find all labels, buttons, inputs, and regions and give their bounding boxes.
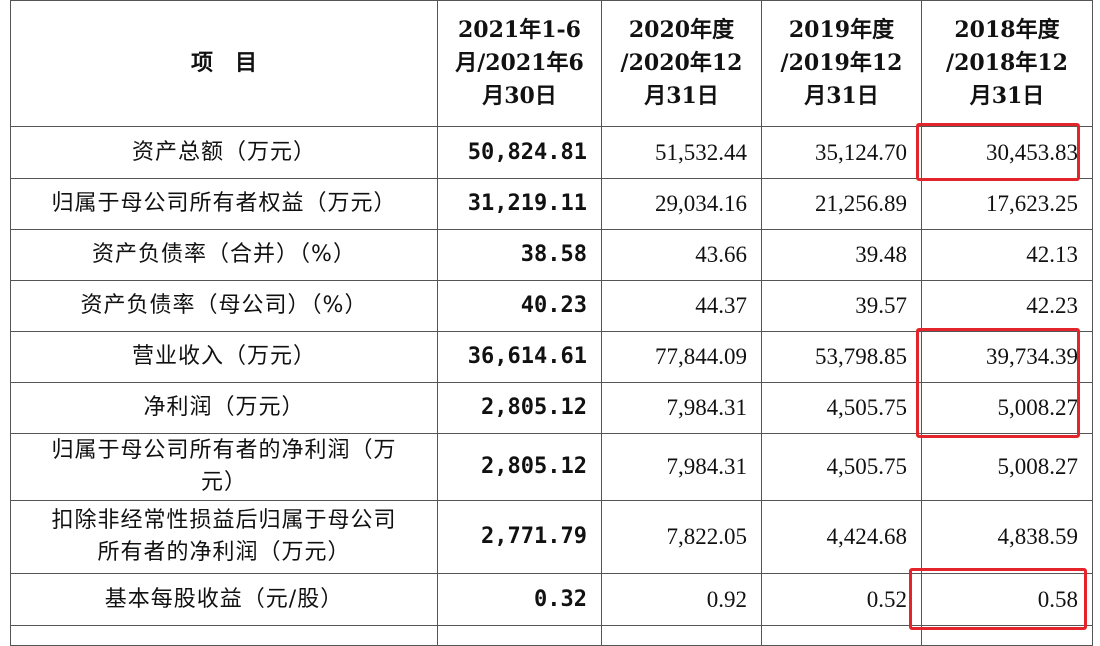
cell-value: 53,798.85: [761, 331, 922, 383]
cell-value: 30,453.83: [921, 126, 1093, 179]
financial-table-container: 项 目 2021年1-6 月/2021年6 月30日 2020年度 /2020年…: [10, 0, 1093, 646]
empty-cell: [761, 625, 922, 646]
table-row: 净利润（万元） 2,805.12 7,984.31 4,505.75 5,008…: [10, 382, 1093, 434]
cell-value: 29,034.16: [601, 178, 762, 230]
cell-value: 4,505.75: [761, 433, 922, 501]
cell-value: 7,984.31: [601, 433, 762, 501]
header-text: 月31日: [644, 83, 719, 109]
header-text: 月/2021年6: [455, 50, 584, 76]
header-period-2018: 2018年度 /2018年12 月31日: [921, 0, 1093, 127]
empty-cell: [601, 625, 762, 646]
cell-value: 51,532.44: [601, 126, 762, 179]
header-row: 项 目 2021年1-6 月/2021年6 月30日 2020年度 /2020年…: [10, 0, 1093, 127]
cell-value: 39,734.39: [921, 331, 1093, 383]
cell-value: 43.66: [601, 229, 762, 281]
cell-value: 21,256.89: [761, 178, 922, 230]
empty-cell: [10, 625, 438, 646]
header-period-2019: 2019年度 /2019年12 月31日: [761, 0, 922, 127]
header-text: 2018年度: [954, 17, 1060, 43]
cell-value: 7,822.05: [601, 500, 762, 574]
cell-value: 50,824.81: [437, 126, 602, 179]
row-label: 资产负债率（母公司）（%）: [10, 280, 438, 332]
cell-value: 5,008.27: [921, 433, 1093, 501]
table-row: 归属于母公司所有者的净利润（万 元） 2,805.12 7,984.31 4,5…: [10, 433, 1093, 501]
cell-value: 39.57: [761, 280, 922, 332]
table-row: 资产负债率（合并）（%） 38.58 43.66 39.48 42.13: [10, 229, 1093, 281]
header-text: 月31日: [969, 83, 1045, 109]
empty-cell: [437, 625, 602, 646]
table-row: 扣除非经常性损益后归属于母公司 所有者的净利润（万元） 2,771.79 7,8…: [10, 500, 1093, 574]
cell-value: 4,424.68: [761, 500, 922, 574]
cell-value: 2,805.12: [437, 382, 602, 434]
table-row: 营业收入（万元） 36,614.61 77,844.09 53,798.85 3…: [10, 331, 1093, 383]
cell-value: 0.92: [601, 573, 762, 626]
row-label-line: 归属于母公司所有者的净利润（万: [51, 438, 397, 463]
cell-value: 7,984.31: [601, 382, 762, 434]
row-label: 归属于母公司所有者的净利润（万 元）: [10, 433, 438, 501]
header-text: /2018年12: [946, 50, 1068, 76]
cell-value: 0.52: [761, 573, 922, 626]
header-item: 项 目: [10, 0, 438, 127]
table-row-partial: [10, 625, 1093, 646]
header-text: /2020年12: [620, 50, 743, 76]
row-label: 营业收入（万元）: [10, 331, 438, 383]
table-row: 资产负债率（母公司）（%） 40.23 44.37 39.57 42.23: [10, 280, 1093, 332]
row-label: 净利润（万元）: [10, 382, 438, 434]
cell-value: 77,844.09: [601, 331, 762, 383]
cell-value: 36,614.61: [437, 331, 602, 383]
header-text: 2021年1-6: [458, 17, 581, 43]
row-label: 归属于母公司所有者权益（万元）: [10, 178, 438, 230]
cell-value: 0.32: [437, 573, 602, 626]
cell-value: 4,505.75: [761, 382, 922, 434]
header-text: /2019年12: [780, 50, 903, 76]
header-text: 月30日: [482, 83, 557, 109]
cell-value: 4,838.59: [921, 500, 1093, 574]
cell-value: 2,771.79: [437, 500, 602, 574]
row-label-line: 所有者的净利润（万元）: [97, 540, 351, 565]
header-text: 2020年度: [628, 17, 735, 43]
row-label: 基本每股收益（元/股）: [10, 573, 438, 626]
header-item-label: 项 目: [190, 50, 257, 76]
row-label: 资产总额（万元）: [10, 126, 438, 179]
cell-value: 17,623.25: [921, 178, 1093, 230]
row-label: 资产负债率（合并）（%）: [10, 229, 438, 281]
row-label: 扣除非经常性损益后归属于母公司 所有者的净利润（万元）: [10, 500, 438, 574]
header-period-2020: 2020年度 /2020年12 月31日: [601, 0, 762, 127]
cell-value: 39.48: [761, 229, 922, 281]
header-period-2021h1: 2021年1-6 月/2021年6 月30日: [437, 0, 602, 127]
empty-cell: [921, 625, 1093, 646]
financial-table: 项 目 2021年1-6 月/2021年6 月30日 2020年度 /2020年…: [10, 0, 1093, 646]
header-text: 2019年度: [788, 17, 895, 43]
table-row: 归属于母公司所有者权益（万元） 31,219.11 29,034.16 21,2…: [10, 178, 1093, 230]
cell-value: 42.23: [921, 280, 1093, 332]
cell-value: 31,219.11: [437, 178, 602, 230]
cell-value: 5,008.27: [921, 382, 1093, 434]
header-text: 月31日: [804, 83, 879, 109]
cell-value: 44.37: [601, 280, 762, 332]
cell-value: 42.13: [921, 229, 1093, 281]
row-label-line: 元）: [200, 470, 247, 495]
cell-value: 38.58: [437, 229, 602, 281]
cell-value: 35,124.70: [761, 126, 922, 179]
cell-value: 40.23: [437, 280, 602, 332]
row-label-line: 扣除非经常性损益后归属于母公司: [51, 508, 397, 533]
cell-value: 2,805.12: [437, 433, 602, 501]
table-row: 资产总额（万元） 50,824.81 51,532.44 35,124.70 3…: [10, 126, 1093, 179]
table-row: 基本每股收益（元/股） 0.32 0.92 0.52 0.58: [10, 573, 1093, 626]
cell-value: 0.58: [921, 573, 1093, 626]
